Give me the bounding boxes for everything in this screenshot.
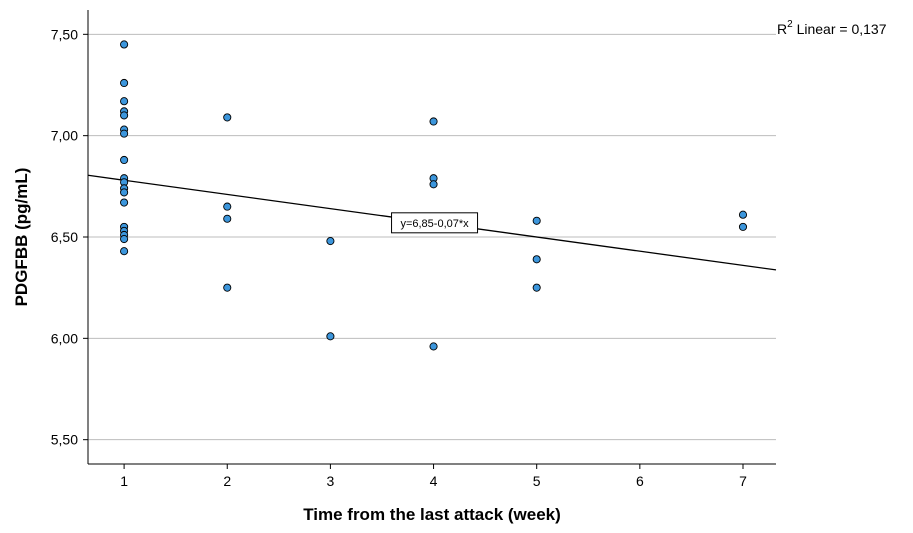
y-axis-ticks: 5,50 6,00 6,50 7,00 7,50 xyxy=(51,26,88,448)
equation-label: y=6,85-0,07*x xyxy=(400,218,469,230)
data-point xyxy=(120,78,129,88)
data-point xyxy=(223,113,232,122)
y-tick-label: 6,50 xyxy=(51,229,78,245)
x-axis-ticks: 1 2 3 4 5 6 7 xyxy=(120,464,747,489)
x-tick-label: 3 xyxy=(327,473,335,489)
data-point xyxy=(326,332,335,341)
data-point xyxy=(429,342,438,351)
gridlines xyxy=(88,33,776,441)
data-point xyxy=(532,216,541,225)
x-tick-label: 5 xyxy=(533,473,541,489)
data-point xyxy=(120,111,129,120)
data-point xyxy=(738,210,748,219)
y-tick-label: 7,00 xyxy=(51,128,78,144)
data-point xyxy=(429,180,438,189)
data-point xyxy=(120,97,129,106)
equation-label-box xyxy=(391,212,479,234)
y-axis-title: PDGFBB (pg/mL) xyxy=(12,168,31,307)
x-tick-label: 2 xyxy=(223,473,231,489)
x-tick-label: 4 xyxy=(430,473,438,489)
y-tick-label: 6,00 xyxy=(51,330,78,346)
x-tick-label: 7 xyxy=(739,473,747,489)
data-point xyxy=(120,155,129,165)
data-point xyxy=(223,283,232,292)
equation-label-group: y=6,85-0,07*x xyxy=(391,212,479,234)
r-squared-prefix: R xyxy=(777,21,787,37)
x-axis-title: Time from the last attack (week) xyxy=(303,505,561,524)
data-point xyxy=(120,198,129,207)
y-tick-label: 7,50 xyxy=(51,26,78,42)
data-point xyxy=(120,234,129,244)
r-squared-value: Linear = 0,137 xyxy=(793,21,887,37)
data-point xyxy=(532,255,541,264)
r-squared-label: R2 Linear = 0,137 xyxy=(777,19,887,37)
data-point xyxy=(120,247,129,256)
x-tick-label: 6 xyxy=(636,473,644,489)
data-point xyxy=(326,237,335,246)
y-tick-label: 5,50 xyxy=(51,432,78,448)
data-point xyxy=(223,214,232,223)
data-point xyxy=(532,283,541,292)
data-point xyxy=(738,222,748,231)
data-points xyxy=(120,40,748,351)
data-point xyxy=(223,202,232,211)
r-squared-superscript: 2 xyxy=(787,19,793,30)
data-point xyxy=(429,117,438,126)
data-point xyxy=(120,40,129,49)
x-tick-label: 1 xyxy=(120,473,128,489)
data-point xyxy=(120,129,129,138)
data-point xyxy=(120,188,129,197)
